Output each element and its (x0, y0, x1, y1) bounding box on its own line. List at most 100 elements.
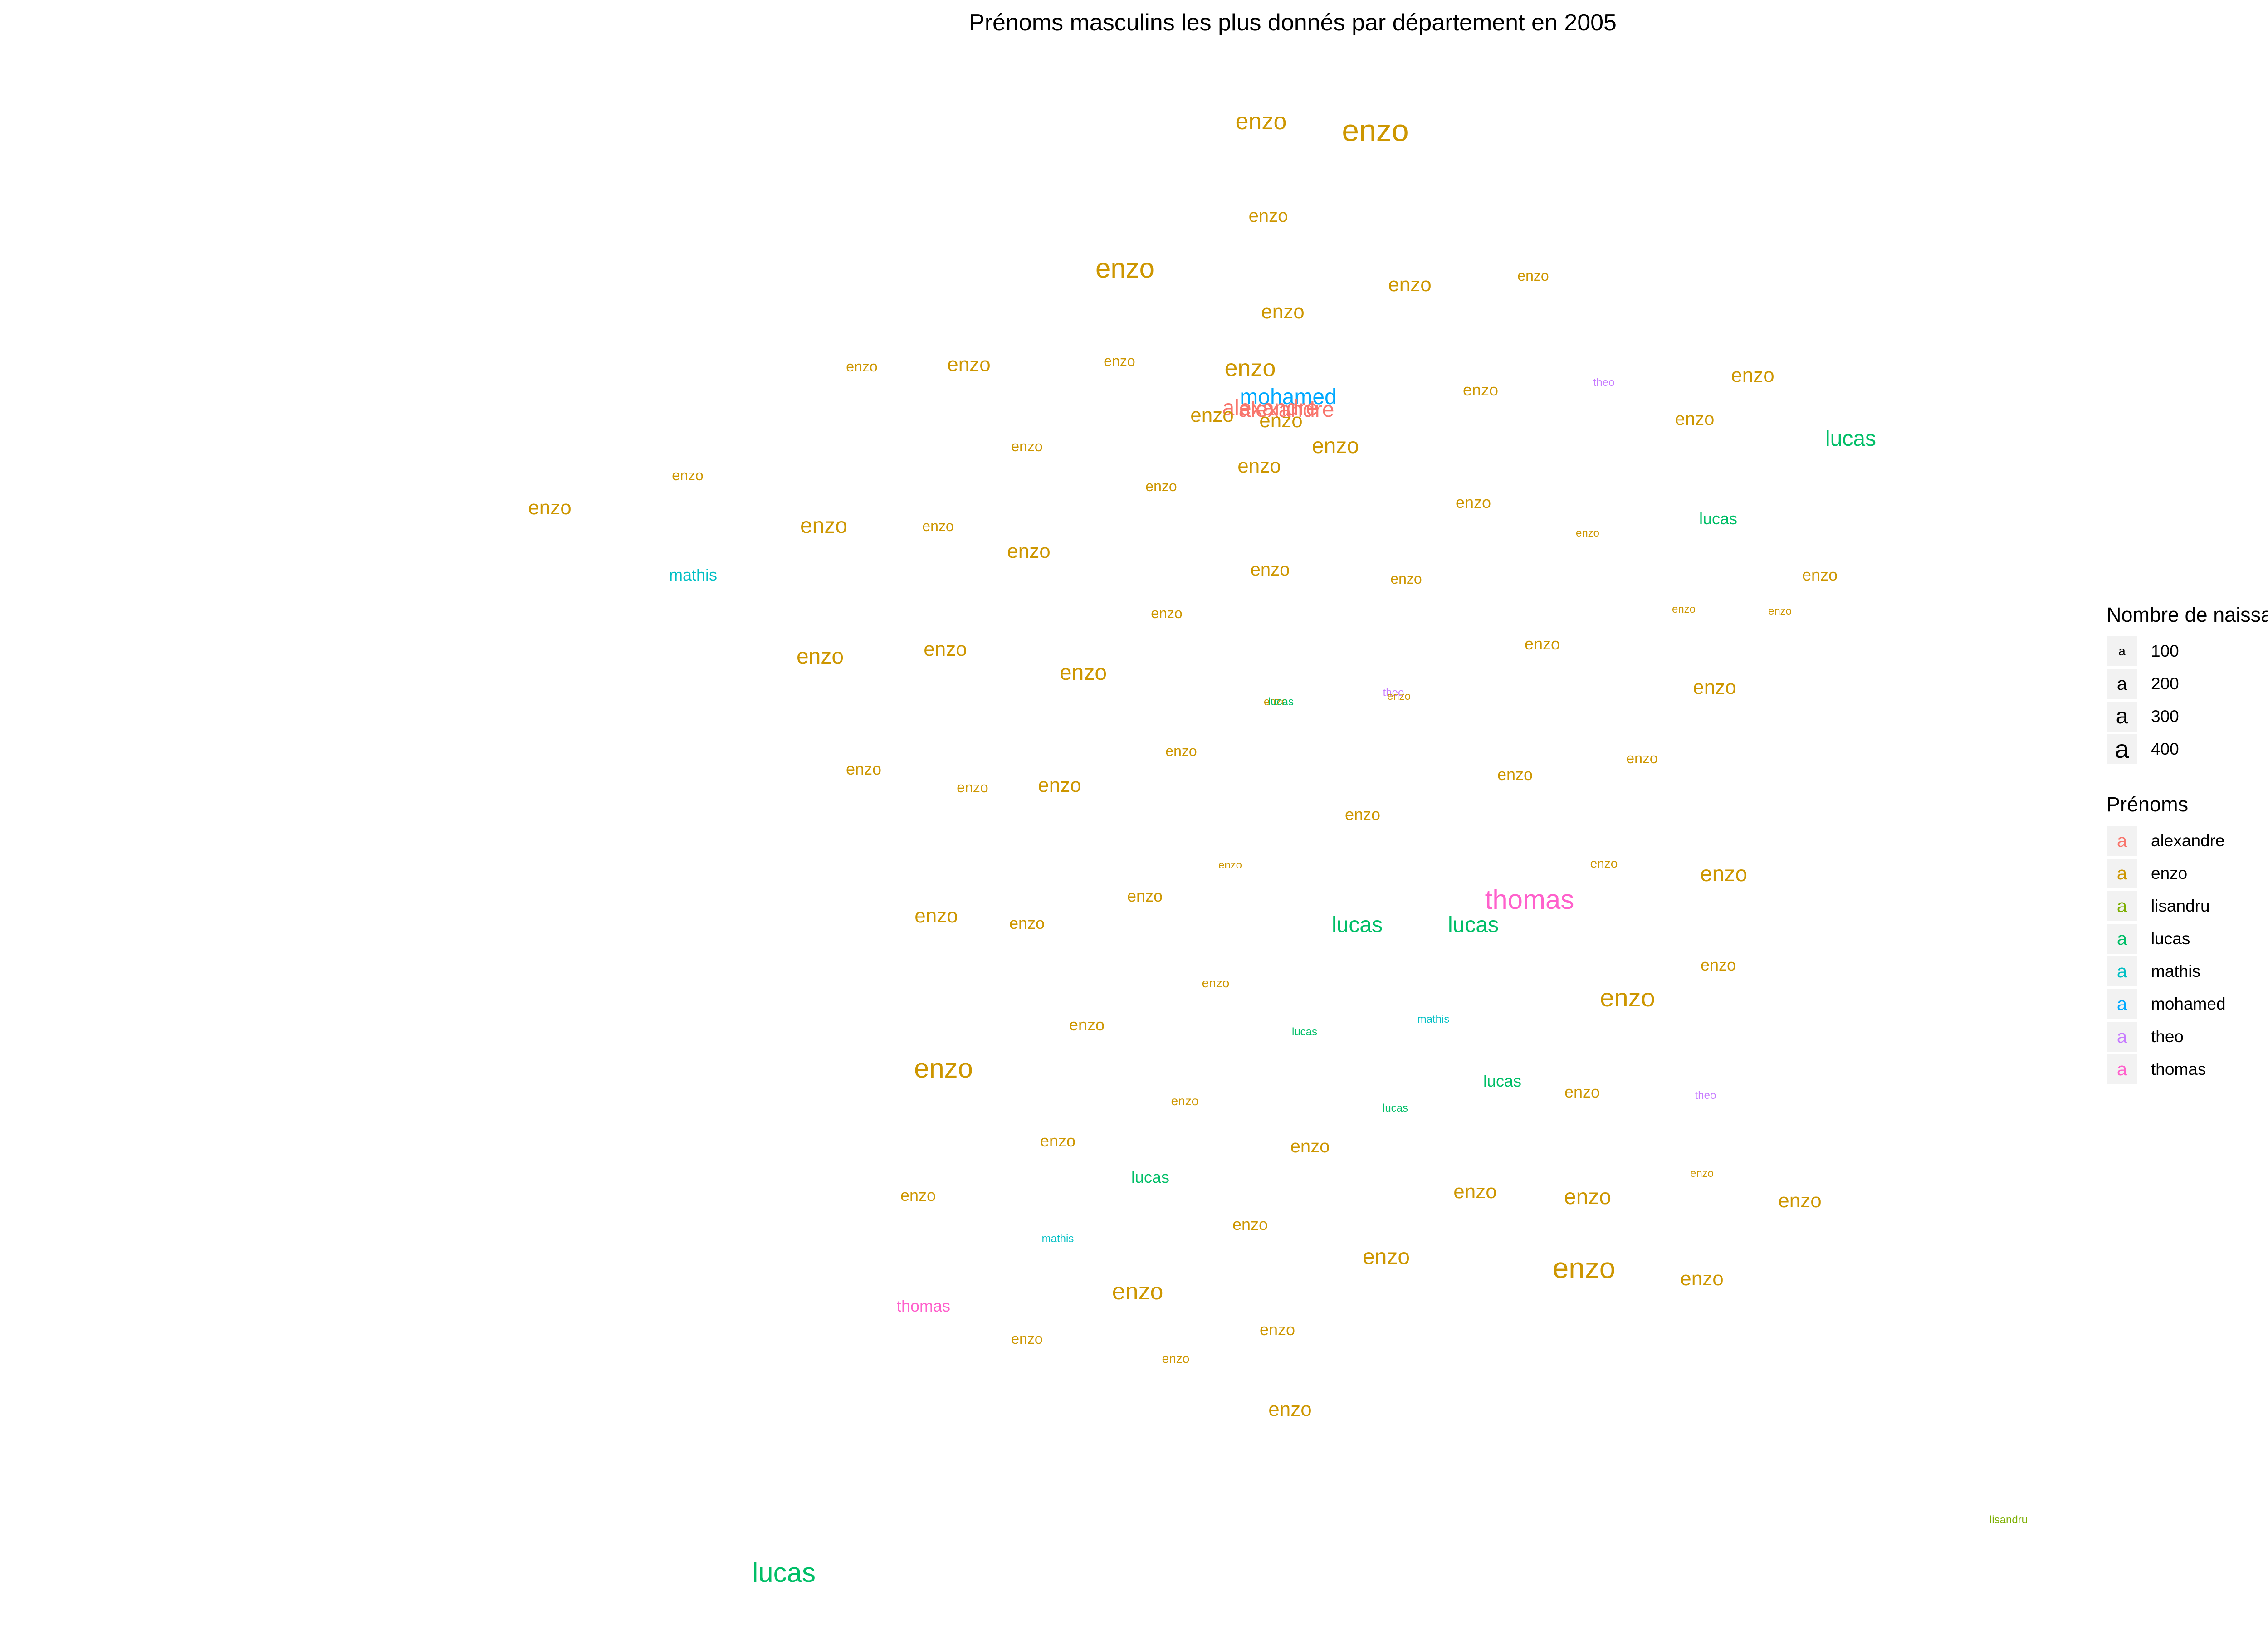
legend-size-items: a 100 a 200 a 300 a 400 (2107, 635, 2268, 766)
legend-size-item: a 400 (2107, 733, 2268, 766)
map-label-enzo: enzo (1675, 409, 1715, 429)
map-label-enzo: enzo (1112, 1278, 1163, 1305)
legend-name-glyph-a: a (2116, 929, 2127, 949)
map-label-enzo: enzo (1250, 560, 1290, 580)
map-label-mathis: mathis (669, 566, 718, 584)
map-label-enzo: enzo (1007, 540, 1051, 562)
legend-name-label: mathis (2151, 962, 2200, 981)
map-label-enzo: enzo (1162, 1351, 1190, 1366)
map-label-enzo: enzo (800, 514, 848, 538)
legend-key: a (2107, 702, 2137, 732)
legend: Nombre de naissances a 100 a 200 a 300 a 400 Pr… (2107, 603, 2268, 1086)
map-label-enzo: enzo (922, 518, 954, 534)
map-label-enzo: enzo (1564, 1185, 1612, 1209)
map-label-enzo: enzo (796, 644, 844, 668)
legend-name-glyph-a: a (2116, 864, 2127, 883)
map-label-enzo: enzo (1190, 404, 1234, 426)
map-label-enzo: enzo (1453, 1181, 1497, 1203)
map-label-enzo: enzo (1224, 355, 1276, 381)
map-label-thomas: thomas (896, 1297, 951, 1315)
map-label-enzo: enzo (1259, 1320, 1295, 1339)
map-label-lucas: lucas (1268, 696, 1294, 708)
map-label-alexandre: alexandre (1222, 396, 1318, 420)
map-label-enzo: enzo (1011, 1331, 1043, 1347)
map-label-lucas: lucas (1483, 1072, 1522, 1090)
map-label-enzo: enzo (914, 1053, 973, 1083)
map-label-enzo: enzo (1564, 1083, 1600, 1101)
map-label-lucas: lucas (752, 1557, 816, 1588)
map-label-enzo: enzo (1311, 434, 1359, 458)
legend-name-item: a thomas (2107, 1053, 2268, 1086)
map-label-enzo: enzo (1009, 914, 1045, 932)
map-label-enzo: enzo (1388, 273, 1432, 296)
map-label-enzo: enzo (1202, 976, 1230, 990)
map-label-enzo: enzo (1011, 438, 1043, 454)
legend-key: a (2107, 1054, 2137, 1084)
legend-size-glyph-a: a (2116, 704, 2128, 728)
map-label-enzo: enzo (914, 905, 958, 927)
map-label-enzo: enzo (1059, 661, 1107, 685)
map-label-enzo: enzo (1151, 605, 1183, 621)
legend-name-items: a alexandre a enzo a lisandru a lucas a mathis a mo… (2107, 824, 2268, 1086)
map-label-enzo: enzo (1517, 268, 1549, 284)
map-label-enzo: enzo (1232, 1215, 1268, 1234)
legend-size-glyph-a: a (2115, 735, 2129, 763)
legend-key: a (2107, 1022, 2137, 1052)
map-label-enzo: enzo (1040, 1132, 1076, 1150)
chart-title: Prénoms masculins les plus donnés par dé… (969, 10, 1617, 36)
map-label-enzo: enzo (1127, 887, 1163, 905)
legend-name-item: a lisandru (2107, 890, 2268, 922)
map-label-enzo: enzo (1165, 743, 1197, 759)
map-label-mohamed: mohamed (1240, 385, 1337, 409)
map-label-lucas: lucas (1825, 427, 1877, 451)
map-label-enzo: enzo (1700, 956, 1736, 974)
map-label-enzo: enzo (1344, 805, 1381, 824)
map-label-enzo: enzo (1497, 765, 1533, 784)
map-label-enzo: enzo (672, 467, 704, 483)
legend-key: a (2107, 956, 2137, 986)
legend-key: a (2107, 669, 2137, 699)
map-label-enzo: enzo (1095, 253, 1155, 283)
map-label-enzo: enzo (1768, 605, 1792, 617)
map-label-enzo: enzo (1552, 1252, 1616, 1284)
map-label-enzo: enzo (1387, 690, 1411, 703)
legend-size-glyph-a: a (2116, 674, 2127, 694)
legend-name-item: a theo (2107, 1020, 2268, 1053)
map-label-enzo: enzo (1731, 364, 1774, 386)
map-label-enzo: enzo (1700, 862, 1748, 886)
map-label-enzo: enzo (528, 497, 572, 519)
map-label-alexandre: alexandre (1238, 398, 1334, 422)
map-label-enzo: enzo (1455, 493, 1491, 512)
legend-name-item: a enzo (2107, 857, 2268, 890)
legend-name-glyph-a: a (2116, 831, 2127, 851)
map-label-enzo: enzo (1390, 571, 1422, 587)
legend-key: a (2107, 989, 2137, 1019)
legend-name-label: mohamed (2151, 995, 2226, 1013)
legend-key: a (2107, 924, 2137, 954)
map-label-enzo: enzo (1778, 1190, 1822, 1212)
map-label-lucas: lucas (1447, 913, 1499, 937)
legend-size-item: a 100 (2107, 635, 2268, 668)
map-label-enzo: enzo (1268, 1398, 1312, 1420)
legend-name-item: a mathis (2107, 955, 2268, 988)
map-label-enzo: enzo (947, 353, 991, 376)
legend-size-title: Nombre de naissances (2107, 603, 2268, 626)
map-label-lucas: lucas (1131, 1168, 1170, 1186)
legend-size-item: a 200 (2107, 668, 2268, 700)
legend-name-item: a alexandre (2107, 824, 2268, 857)
map-label-enzo: enzo (1524, 634, 1560, 653)
map-label-lucas: lucas (1382, 1102, 1408, 1114)
legend-name-label: theo (2151, 1027, 2184, 1046)
legend-name-label: lisandru (2151, 897, 2210, 915)
map-label-enzo: enzo (1038, 774, 1081, 796)
map-label-enzo: enzo (1693, 676, 1736, 698)
map-label-enzo: enzo (1259, 410, 1303, 432)
map-label-enzo: enzo (1290, 1137, 1330, 1156)
legend-size-glyph-a: a (2118, 644, 2126, 658)
legend-key: a (2107, 826, 2137, 856)
map-label-enzo: enzo (1342, 113, 1409, 148)
legend-names-title: Prénoms (2107, 793, 2189, 816)
legend-name-glyph-a: a (2116, 1059, 2127, 1079)
legend-name-label: alexandre (2151, 831, 2225, 850)
